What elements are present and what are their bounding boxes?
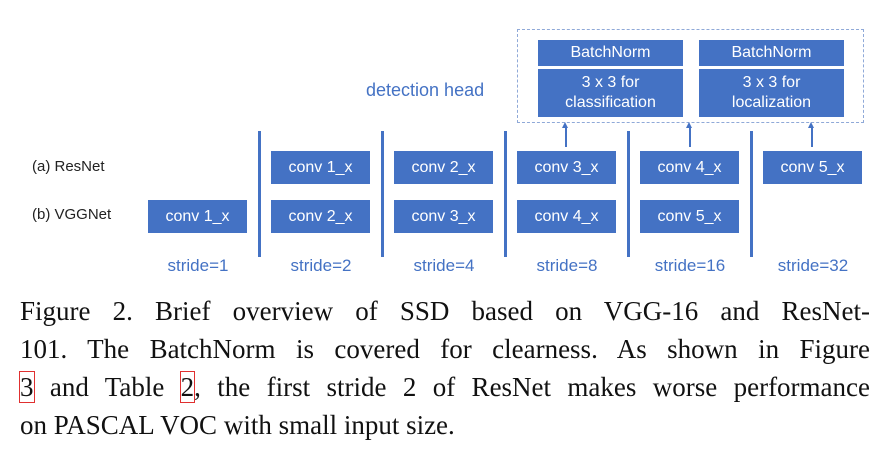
vgg-conv4-block: conv 4_x <box>517 200 616 233</box>
localization-line2: localization <box>731 94 812 111</box>
vgg-conv2-block: conv 2_x <box>271 200 370 233</box>
stride-label: stride=1 <box>167 256 229 275</box>
arrow-up-icon <box>808 122 814 147</box>
stride-label: stride=8 <box>536 256 598 275</box>
resnet-conv5-block: conv 5_x <box>763 151 862 184</box>
resnet-conv4-block: conv 4_x <box>640 151 739 184</box>
arrow-up-icon <box>562 122 568 147</box>
localization-line1: 3 x 3 for <box>742 74 801 91</box>
figure-caption: Figure 2. Brief overview of SSD based on… <box>19 292 870 444</box>
row-label-resnet: (a) ResNet <box>32 158 105 175</box>
classification-line2: classification <box>565 94 656 111</box>
stage-divider <box>504 131 507 257</box>
row-label-vggnet: (b) VGGNet <box>32 206 112 223</box>
detection-head-label: detection head <box>366 80 485 100</box>
caption-text: and Table <box>33 372 181 402</box>
classification-line1: 3 x 3 for <box>581 74 640 91</box>
vgg-conv5-block: conv 5_x <box>640 200 739 233</box>
caption-line: 101. The BatchNorm is covered for clearn… <box>20 334 870 364</box>
stage-divider <box>258 131 261 257</box>
resnet-conv1-block: conv 1_x <box>271 151 370 184</box>
arrow-up-icon <box>686 122 692 147</box>
figure-ref-link[interactable]: 3 <box>19 371 35 403</box>
vgg-conv3-block: conv 3_x <box>394 200 493 233</box>
stride-label: stride=2 <box>290 256 352 275</box>
stride-label: stride=16 <box>654 256 726 275</box>
stage-divider <box>381 131 384 257</box>
resnet-conv2-block: conv 2_x <box>394 151 493 184</box>
batchnorm-block-localization: BatchNorm <box>699 40 844 66</box>
batchnorm-block-classification: BatchNorm <box>538 40 683 66</box>
classification-conv-block: 3 x 3 for classification <box>538 69 683 117</box>
caption-line: 3 and Table 2, the first stride 2 of Res… <box>19 368 870 406</box>
resnet-conv3-block: conv 3_x <box>517 151 616 184</box>
localization-conv-block: 3 x 3 for localization <box>699 69 844 117</box>
table-ref-link[interactable]: 2 <box>179 371 196 403</box>
caption-line: on PASCAL VOC with small input size. <box>20 410 455 440</box>
stage-divider <box>627 131 630 257</box>
stride-label: stride=4 <box>413 256 475 275</box>
stage-divider <box>750 131 753 257</box>
stride-label: stride=32 <box>777 256 849 275</box>
caption-text: , the first stride 2 of ResNet makes wor… <box>194 372 870 402</box>
caption-line: Figure 2. Brief overview of SSD based on… <box>20 296 870 326</box>
vgg-conv1-block: conv 1_x <box>148 200 247 233</box>
